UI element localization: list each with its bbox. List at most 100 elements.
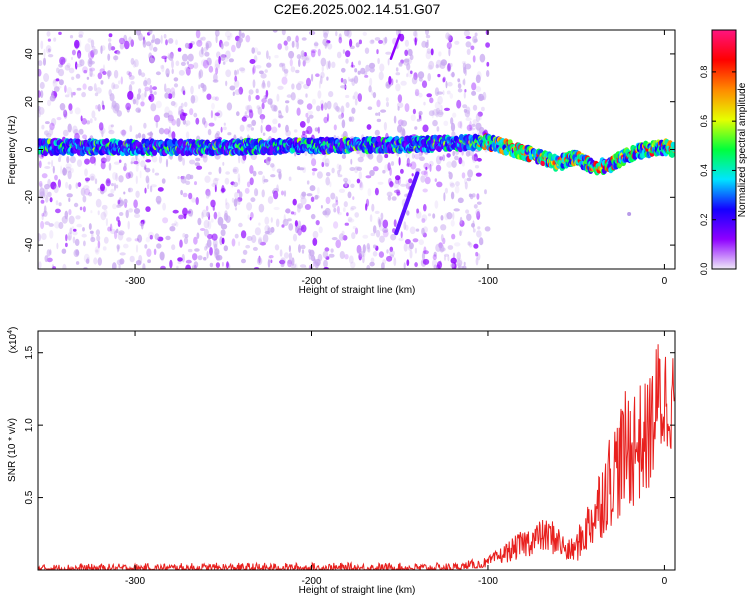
noise-speck [60, 165, 63, 175]
noise-speck [484, 226, 491, 232]
noise-speck [479, 53, 486, 63]
noise-speck [341, 112, 344, 119]
colorbar-tick-label: 0.4 [699, 164, 709, 177]
noise-speck [193, 236, 198, 245]
noise-speck [229, 32, 233, 38]
noise-speck [165, 87, 172, 94]
noise-speck [148, 231, 154, 239]
noise-speck [225, 50, 231, 59]
noise-speck [379, 235, 385, 243]
noise-speck [448, 172, 453, 180]
noise-speck [63, 109, 68, 118]
noise-speck [102, 104, 105, 110]
noise-speck [465, 150, 471, 157]
noise-speck [68, 209, 72, 216]
noise-speck [55, 208, 61, 214]
noise-speck [298, 244, 301, 253]
noise-speck [217, 216, 224, 226]
noise-speck [278, 115, 284, 119]
noise-speck [320, 103, 324, 111]
colorbar-tick-label: 0.0 [699, 263, 709, 276]
noise-speck [401, 128, 406, 137]
noise-speck [40, 40, 44, 50]
noise-speck [144, 244, 148, 249]
noise-speck [113, 161, 120, 165]
noise-speck [61, 248, 67, 254]
noise-speck [362, 244, 366, 254]
noise-speck [216, 131, 221, 136]
noise-speck [203, 256, 207, 261]
noise-speck [51, 159, 54, 168]
noise-speck [335, 105, 340, 112]
noise-speck [326, 61, 329, 70]
noise-speck [416, 118, 421, 122]
noise-speck [200, 37, 203, 41]
noise-speck [450, 257, 457, 264]
noise-speck [182, 112, 188, 117]
noise-speck [400, 231, 403, 239]
noise-speck [295, 69, 300, 74]
snr-x-label: Height of straight line (km) [299, 585, 416, 596]
noise-speck [55, 200, 59, 206]
noise-speck [476, 157, 482, 162]
noise-speck [171, 91, 176, 99]
noise-speck [342, 207, 346, 213]
noise-speck [267, 196, 274, 204]
noise-speck [118, 159, 122, 163]
noise-speck [420, 175, 426, 183]
noise-speck [312, 230, 319, 239]
noise-speck [194, 162, 200, 167]
noise-speck [62, 263, 67, 269]
noise-speck [317, 126, 320, 134]
noise-speck [155, 71, 161, 76]
noise-speck [345, 94, 350, 99]
noise-speck [345, 58, 349, 64]
noise-speck [145, 159, 152, 163]
noise-speck [440, 224, 447, 231]
noise-speck [348, 255, 354, 264]
noise-speck [280, 190, 285, 196]
noise-speck [214, 112, 220, 117]
noise-speck [95, 249, 99, 253]
noise-speck [75, 215, 81, 220]
noise-speck [90, 39, 95, 48]
noise-speck [195, 30, 201, 39]
noise-speck [40, 220, 45, 230]
noise-speck [88, 192, 92, 197]
noise-speck [307, 110, 313, 115]
noise-speck [150, 103, 157, 112]
noise-speck [82, 66, 88, 74]
noise-speck [264, 95, 268, 99]
noise-speck [365, 64, 370, 72]
noise-speck [242, 249, 248, 255]
noise-speck [233, 181, 239, 187]
noise-speck [204, 175, 211, 183]
noise-speck [163, 33, 167, 39]
noise-speck [277, 85, 284, 90]
noise-speck [189, 174, 194, 180]
noise-speck [128, 187, 131, 193]
noise-speck [304, 130, 310, 135]
noise-speck [196, 232, 200, 239]
noise-speck [134, 238, 139, 242]
noise-speck [87, 85, 93, 92]
noise-speck [151, 39, 154, 44]
noise-speck [345, 50, 351, 58]
noise-speck [463, 78, 466, 86]
noise-speck [66, 156, 70, 164]
noise-speck [287, 259, 294, 265]
noise-speck [395, 79, 398, 83]
noise-speck [161, 64, 165, 73]
noise-speck [427, 64, 433, 70]
noise-speck [412, 30, 417, 37]
noise-speck [79, 206, 83, 211]
noise-speck [95, 87, 102, 94]
noise-speck [175, 60, 180, 67]
noise-speck [446, 42, 452, 49]
noise-speck [167, 115, 174, 124]
noise-speck [374, 37, 381, 41]
y-tick-label: 1.5 [24, 345, 35, 359]
noise-speck [127, 187, 134, 193]
noise-speck [179, 239, 183, 248]
noise-speck [425, 30, 429, 36]
